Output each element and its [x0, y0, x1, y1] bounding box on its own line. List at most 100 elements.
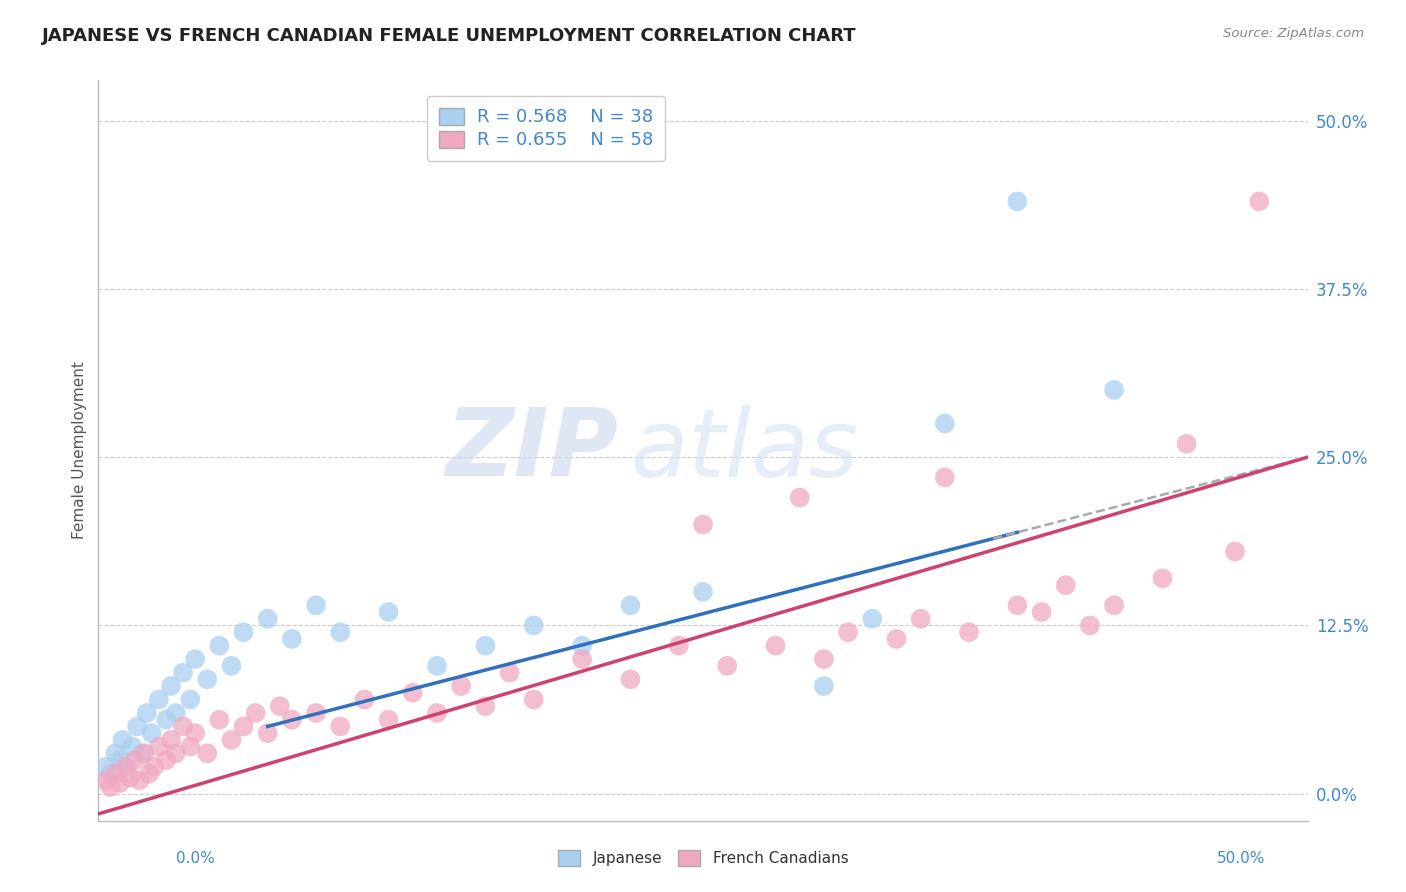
Text: Source: ZipAtlas.com: Source: ZipAtlas.com	[1223, 27, 1364, 40]
Point	[221, 732, 243, 747]
Point	[94, 760, 117, 774]
Text: atlas: atlas	[630, 405, 859, 496]
Point	[329, 719, 352, 733]
Point	[934, 470, 956, 484]
Point	[135, 706, 157, 720]
Point	[118, 771, 141, 785]
Point	[160, 679, 183, 693]
Point	[148, 692, 170, 706]
Point	[1054, 578, 1077, 592]
Point	[141, 726, 163, 740]
Point	[1031, 605, 1053, 619]
Point	[813, 652, 835, 666]
Point	[957, 625, 980, 640]
Point	[131, 747, 153, 761]
Point	[813, 679, 835, 693]
Point	[165, 706, 187, 720]
Point	[1078, 618, 1101, 632]
Point	[571, 652, 593, 666]
Point	[789, 491, 811, 505]
Point	[377, 713, 399, 727]
Point	[668, 639, 690, 653]
Point	[1007, 599, 1029, 613]
Point	[910, 612, 932, 626]
Point	[619, 673, 641, 687]
Point	[716, 658, 738, 673]
Point	[179, 692, 201, 706]
Text: JAPANESE VS FRENCH CANADIAN FEMALE UNEMPLOYMENT CORRELATION CHART: JAPANESE VS FRENCH CANADIAN FEMALE UNEMP…	[42, 27, 856, 45]
Point	[523, 692, 546, 706]
Point	[104, 747, 127, 761]
Point	[256, 726, 278, 740]
Point	[114, 760, 136, 774]
Point	[127, 719, 149, 733]
Point	[474, 639, 496, 653]
Point	[143, 760, 166, 774]
Point	[377, 605, 399, 619]
Point	[104, 766, 127, 780]
Point	[221, 658, 243, 673]
Point	[450, 679, 472, 693]
Point	[108, 753, 131, 767]
Point	[148, 739, 170, 754]
Point	[100, 766, 122, 780]
Point	[111, 732, 134, 747]
Point	[155, 713, 177, 727]
Point	[281, 713, 304, 727]
Point	[305, 706, 328, 720]
Point	[1175, 436, 1198, 450]
Point	[128, 773, 150, 788]
Point	[402, 686, 425, 700]
Point	[281, 632, 304, 646]
Point	[1102, 383, 1125, 397]
Point	[571, 639, 593, 653]
Point	[208, 713, 231, 727]
Point	[305, 599, 328, 613]
Point	[155, 753, 177, 767]
Point	[498, 665, 520, 680]
Y-axis label: Female Unemployment: Female Unemployment	[72, 361, 87, 540]
Point	[124, 753, 146, 767]
Point	[1223, 544, 1246, 558]
Point	[100, 780, 122, 794]
Point	[426, 658, 449, 673]
Point	[353, 692, 375, 706]
Point	[886, 632, 908, 646]
Point	[117, 760, 139, 774]
Point	[245, 706, 267, 720]
Point	[256, 612, 278, 626]
Point	[172, 719, 194, 733]
Point	[523, 618, 546, 632]
Point	[179, 739, 201, 754]
Point	[837, 625, 859, 640]
Point	[1102, 599, 1125, 613]
Point	[692, 584, 714, 599]
Legend: Japanese, French Canadians: Japanese, French Canadians	[551, 844, 855, 872]
Point	[934, 417, 956, 431]
Point	[1007, 194, 1029, 209]
Point	[1249, 194, 1271, 209]
Point	[232, 625, 254, 640]
Point	[474, 699, 496, 714]
Point	[184, 652, 207, 666]
Point	[108, 776, 131, 790]
Point	[269, 699, 291, 714]
Point	[208, 639, 231, 653]
Point	[692, 517, 714, 532]
Text: ZIP: ZIP	[446, 404, 619, 497]
Point	[165, 747, 187, 761]
Point	[232, 719, 254, 733]
Point	[195, 673, 218, 687]
Point	[94, 773, 117, 788]
Point	[426, 706, 449, 720]
Text: 50.0%: 50.0%	[1218, 851, 1265, 865]
Point	[765, 639, 787, 653]
Point	[195, 747, 218, 761]
Point	[134, 747, 156, 761]
Point	[138, 766, 160, 780]
Text: 0.0%: 0.0%	[176, 851, 215, 865]
Point	[172, 665, 194, 680]
Point	[860, 612, 883, 626]
Point	[121, 739, 143, 754]
Point	[329, 625, 352, 640]
